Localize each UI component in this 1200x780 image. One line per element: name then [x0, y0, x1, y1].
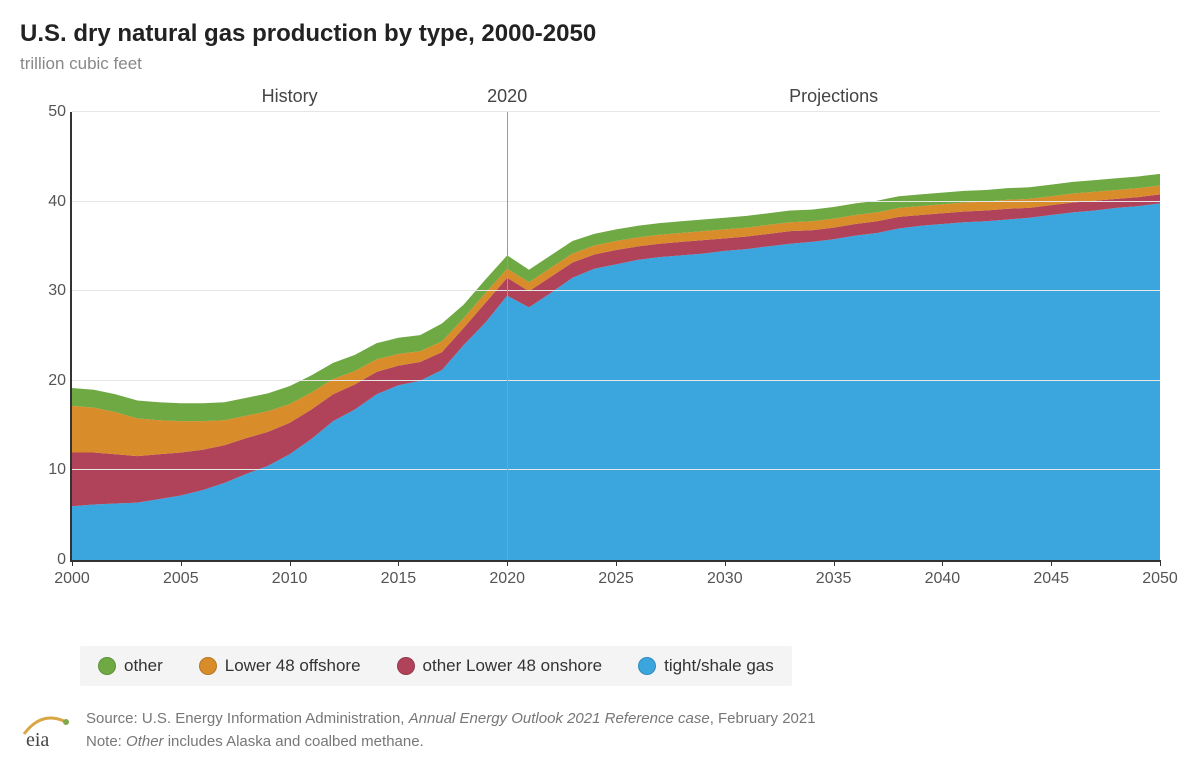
x-tick [507, 560, 508, 566]
note-prefix: Note: [86, 733, 126, 750]
chart-container: 0102030405020002005201020152020202520302… [20, 82, 1170, 602]
x-tick-label: 2020 [489, 570, 525, 588]
plot-area: 0102030405020002005201020152020202520302… [70, 112, 1160, 562]
grid-line [72, 380, 1160, 381]
eia-logo-icon: eia [20, 708, 72, 748]
x-tick [1051, 560, 1052, 566]
legend-label: other Lower 48 onshore [423, 656, 603, 676]
grid-line [72, 469, 1160, 470]
y-tick-label: 30 [32, 282, 66, 300]
legend-item-other_lower48_onshore: other Lower 48 onshore [397, 656, 603, 676]
x-tick-label: 2010 [272, 570, 308, 588]
y-tick-label: 0 [32, 551, 66, 569]
x-tick-label: 2005 [163, 570, 199, 588]
y-tick-label: 50 [32, 103, 66, 121]
history-projection-divider [507, 112, 508, 560]
legend-swatch-icon [638, 657, 656, 675]
source-suffix: , February 2021 [710, 710, 816, 727]
legend-item-tight_shale: tight/shale gas [638, 656, 774, 676]
x-tick-label: 2000 [54, 570, 90, 588]
source-italic: Annual Energy Outlook 2021 Reference cas… [409, 710, 710, 727]
x-tick [181, 560, 182, 566]
y-tick-label: 40 [32, 193, 66, 211]
footer: eia Source: U.S. Energy Information Admi… [20, 708, 1180, 753]
x-tick-label: 2025 [598, 570, 634, 588]
x-tick-label: 2035 [816, 570, 852, 588]
legend-swatch-icon [98, 657, 116, 675]
legend-label: tight/shale gas [664, 656, 774, 676]
legend-item-other: other [98, 656, 163, 676]
x-tick [290, 560, 291, 566]
grid-line [72, 201, 1160, 202]
x-tick [72, 560, 73, 566]
x-tick [398, 560, 399, 566]
x-tick-label: 2040 [925, 570, 961, 588]
divider-year-label: 2020 [487, 86, 527, 107]
stacked-area-svg [72, 112, 1160, 560]
svg-text:eia: eia [26, 729, 49, 748]
note-italic: Other [126, 733, 164, 750]
note-suffix: includes Alaska and coalbed methane. [164, 733, 424, 750]
grid-line [72, 111, 1160, 112]
x-tick [834, 560, 835, 566]
footer-text: Source: U.S. Energy Information Administ… [86, 708, 816, 753]
legend: other Lower 48 offshore other Lower 48 ons… [80, 646, 792, 686]
x-tick-label: 2015 [381, 570, 417, 588]
chart-title: U.S. dry natural gas production by type,… [20, 20, 1180, 48]
x-tick-label: 2045 [1033, 570, 1069, 588]
y-tick-label: 20 [32, 372, 66, 390]
y-axis-unit: trillion cubic feet [20, 54, 1180, 74]
x-tick [616, 560, 617, 566]
x-tick [942, 560, 943, 566]
x-tick-label: 2030 [707, 570, 743, 588]
y-tick-label: 10 [32, 461, 66, 479]
source-prefix: Source: U.S. Energy Information Administ… [86, 710, 409, 727]
x-tick [725, 560, 726, 566]
legend-swatch-icon [397, 657, 415, 675]
legend-item-lower48_offshore: Lower 48 offshore [199, 656, 361, 676]
x-tick [1160, 560, 1161, 566]
x-tick-label: 2050 [1142, 570, 1178, 588]
history-label: History [262, 86, 318, 107]
legend-label: other [124, 656, 163, 676]
projections-label: Projections [789, 86, 878, 107]
grid-line [72, 290, 1160, 291]
legend-label: Lower 48 offshore [225, 656, 361, 676]
legend-swatch-icon [199, 657, 217, 675]
